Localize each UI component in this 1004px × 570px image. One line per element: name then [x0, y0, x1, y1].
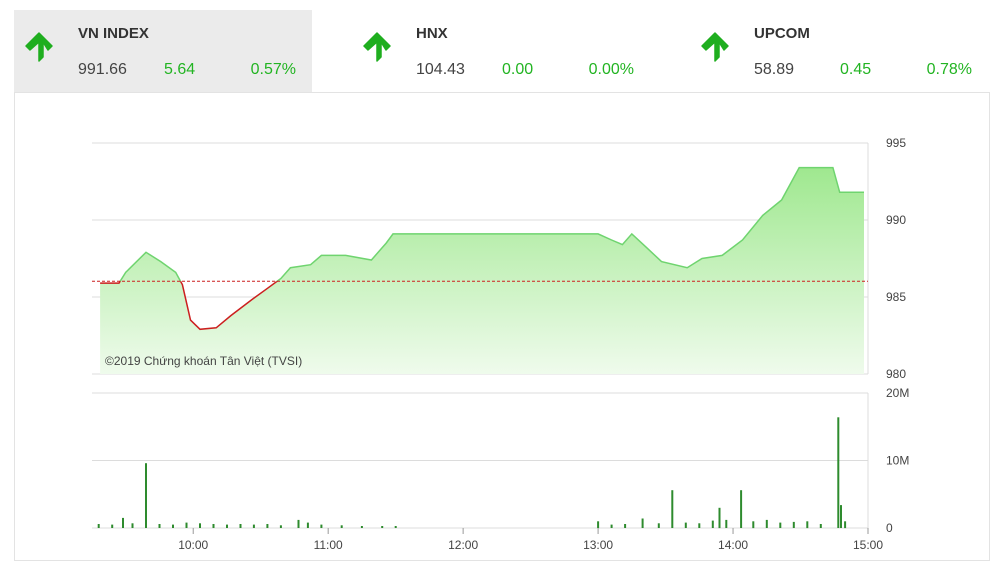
volume-bar [840, 505, 842, 528]
volume-bar [131, 523, 134, 528]
volume-bar [381, 526, 384, 528]
watermark: ©2019 Chứng khoán Tân Việt (TVSI) [105, 354, 302, 368]
volume-bar [671, 490, 674, 528]
index-change: 0.00 [502, 61, 533, 78]
price-line-up [119, 166, 864, 282]
volume-bar [172, 524, 174, 528]
volume-bar [320, 524, 323, 528]
volume-bar [185, 522, 188, 528]
volume-bar [792, 521, 795, 528]
volume-bar [837, 417, 840, 528]
index-name: HNX [416, 25, 448, 42]
volume-bar [394, 526, 397, 528]
y-tick-label: 10M [886, 454, 909, 468]
volume-bar [684, 522, 687, 528]
volume-bar [819, 524, 822, 528]
active-card[interactable] [14, 10, 312, 92]
volume-bar [252, 524, 255, 528]
index-value: 991.66 [78, 61, 127, 78]
volume-bar [226, 524, 228, 528]
volume-bar [641, 518, 644, 528]
volume-bar [266, 524, 269, 528]
y-tick-label: 990 [886, 213, 906, 227]
volume-bar [624, 524, 627, 528]
price-line-down [100, 281, 279, 331]
x-tick-label: 15:00 [853, 538, 883, 552]
volume-bar [844, 521, 847, 529]
index-change: 5.64 [164, 61, 195, 78]
x-tick-label: 13:00 [583, 538, 613, 552]
y-tick-label: 20M [886, 386, 909, 400]
volume-bar [698, 523, 701, 528]
up-arrow [701, 32, 729, 62]
volume-bar [158, 524, 161, 528]
volume-bar [306, 522, 309, 528]
volume-bar [340, 525, 343, 528]
x-tick-label: 10:00 [178, 538, 208, 552]
index-value: 104.43 [416, 61, 465, 78]
y-tick-label: 995 [886, 136, 906, 150]
x-tick-label: 12:00 [448, 538, 478, 552]
price-area [100, 167, 865, 374]
volume-bar [199, 523, 201, 528]
volume-bar [752, 521, 755, 529]
index-name: UPCOM [754, 25, 810, 42]
volume-bar [212, 524, 215, 528]
volume-bar [597, 521, 600, 529]
up-arrow [363, 32, 391, 62]
volume-bar [279, 525, 282, 528]
volume-bar [360, 526, 363, 528]
index-change: 0.45 [840, 61, 871, 78]
volume-bar [111, 524, 114, 528]
x-tick-label: 14:00 [718, 538, 748, 552]
volume-bar [740, 490, 743, 528]
volume-bar [718, 507, 721, 529]
volume-bar [765, 519, 768, 528]
index-percent: 0.57% [251, 61, 296, 78]
index-name: VN INDEX [78, 25, 149, 42]
up-arrow [25, 32, 53, 62]
volume-bar [725, 519, 728, 528]
index-value: 58.89 [754, 61, 794, 78]
index-percent: 0.00% [589, 61, 634, 78]
volume-bar [122, 517, 124, 528]
volume-bar [779, 522, 782, 528]
volume-bar [239, 524, 242, 528]
volume-bar [806, 521, 809, 529]
volume-bar [145, 463, 147, 528]
index-percent: 0.78% [927, 61, 972, 78]
volume-bar [97, 524, 100, 528]
y-tick-label: 0 [886, 521, 893, 535]
volume-bar [610, 524, 613, 528]
volume-bar [711, 520, 714, 528]
x-tick-label: 11:00 [314, 538, 343, 552]
panel-border [14, 92, 990, 561]
y-tick-label: 980 [886, 367, 906, 381]
y-tick-label: 985 [886, 290, 906, 304]
volume-bar [297, 519, 300, 528]
volume-bar [657, 523, 660, 528]
